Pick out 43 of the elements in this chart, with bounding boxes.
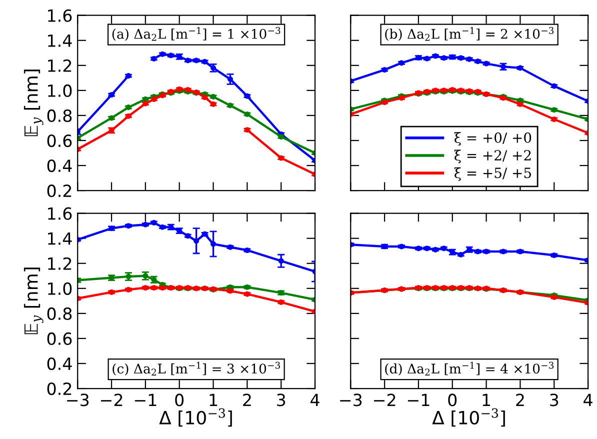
y-tick-label: 1.0: [48, 84, 72, 98]
y-tick-label: 1.6: [48, 207, 72, 220]
x-tick-label: −3: [340, 394, 362, 406]
y-axis-title: 𝔼$_{y}$ [nm]: [24, 70, 44, 136]
legend-label: ξ = +0/ +0: [454, 132, 532, 146]
x-tick-label: 3: [277, 394, 286, 406]
x-tick-label: 2: [516, 394, 524, 406]
y-tick-label: 0.4: [47, 159, 72, 172]
legend-label: ξ = +2/ +2: [454, 150, 531, 164]
annotation: (d) Δa$_{2}$L [m$^{−1}$] = 4 ×10$^{−3}$: [385, 362, 554, 376]
x-tick-label: −1: [408, 394, 430, 406]
x-tick-label: −2: [374, 394, 396, 406]
x-tick-label: 3: [550, 394, 558, 406]
y-tick-label: 1.4: [48, 34, 72, 47]
x-tick-label: −3: [67, 394, 89, 406]
y-tick-label: 0.6: [47, 134, 72, 148]
x-tick-label: 1: [482, 394, 490, 406]
annotation: (c) Δa$_{2}$L [m$^{−1}$] = 3 ×10$^{−3}$: [112, 362, 280, 376]
y-tick-label: 0.6: [47, 332, 72, 346]
x-tick-label: 0: [448, 394, 457, 406]
legend-label: ξ = +5/ +5: [454, 167, 531, 181]
x-tick-label: 4: [310, 394, 320, 406]
x-tick-label: 0: [175, 394, 184, 406]
x-tick-label: 4: [584, 394, 592, 406]
y-tick-label: 0.8: [47, 307, 72, 320]
y-tick-label: 0.4: [47, 357, 72, 370]
x-axis-title: Δ [10$^{−3}$]: [432, 408, 505, 427]
x-tick-label: −2: [101, 394, 122, 406]
x-tick-label: 2: [243, 394, 251, 406]
y-tick-label: 1.6: [48, 9, 72, 22]
annotation: (a) Δa$_{2}$L [m$^{−1}$] = 1 ×10$^{−3}$: [112, 26, 280, 41]
y-tick-label: 1.4: [48, 232, 72, 245]
y-axis-title: 𝔼$_{y}$ [nm]: [24, 268, 44, 334]
y-tick-label: 1.2: [48, 59, 72, 72]
y-tick-label: 1.0: [48, 282, 72, 295]
x-tick-label: 1: [210, 394, 218, 406]
annotation: (b) Δa$_{2}$L [m$^{−1}$] = 2 ×10$^{−3}$: [385, 26, 554, 41]
x-tick-label: −1: [134, 394, 156, 406]
y-tick-label: 0.2: [47, 382, 72, 396]
y-tick-label: 1.2: [48, 257, 72, 270]
y-tick-label: 0.2: [47, 184, 72, 198]
x-axis-title: Δ [10$^{−3}$]: [159, 408, 232, 427]
y-tick-label: 0.8: [47, 109, 72, 122]
